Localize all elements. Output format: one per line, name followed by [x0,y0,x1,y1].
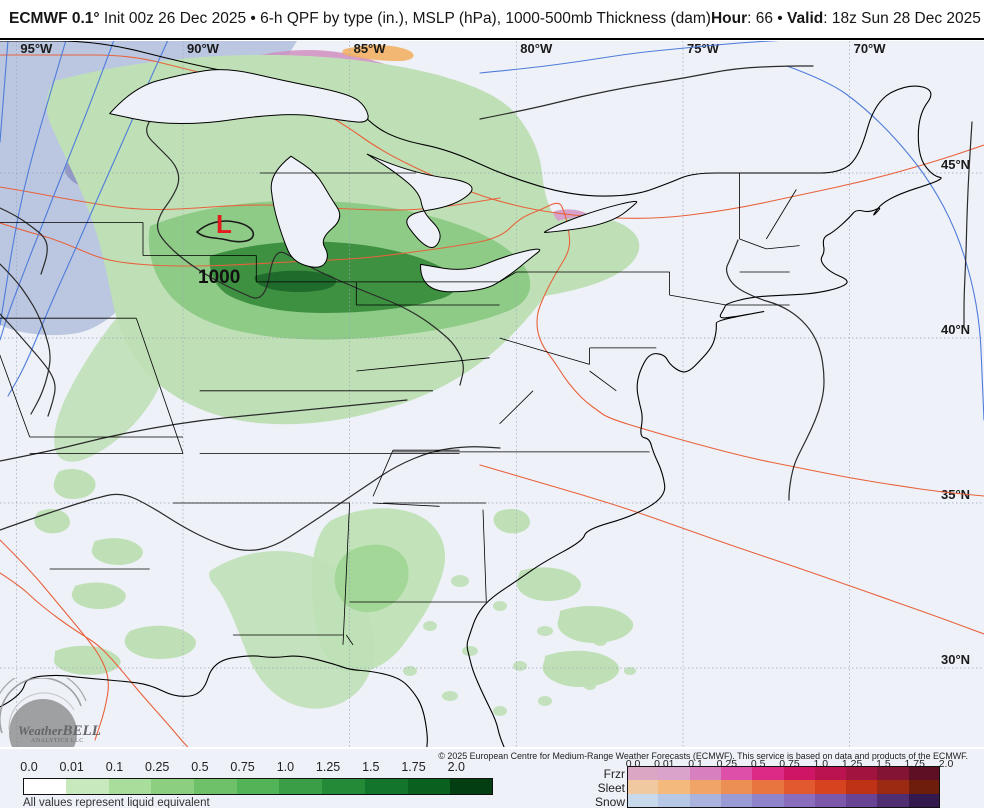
svg-text:WeatherBELL: WeatherBELL [18,723,101,739]
svg-text:90°W: 90°W [187,41,220,56]
svg-text:70°W: 70°W [854,41,887,56]
svg-text:ANALYTICS LLC: ANALYTICS LLC [31,738,84,744]
svg-text:40°N: 40°N [941,322,970,337]
svg-text:75°W: 75°W [687,41,720,56]
svg-text:1000: 1000 [198,267,240,288]
svg-text:80°W: 80°W [520,41,553,56]
svg-text:85°W: 85°W [354,41,387,56]
svg-text:95°W: 95°W [20,41,53,56]
svg-text:L: L [216,209,232,239]
svg-text:30°N: 30°N [941,652,970,667]
svg-text:45°N: 45°N [941,157,970,172]
